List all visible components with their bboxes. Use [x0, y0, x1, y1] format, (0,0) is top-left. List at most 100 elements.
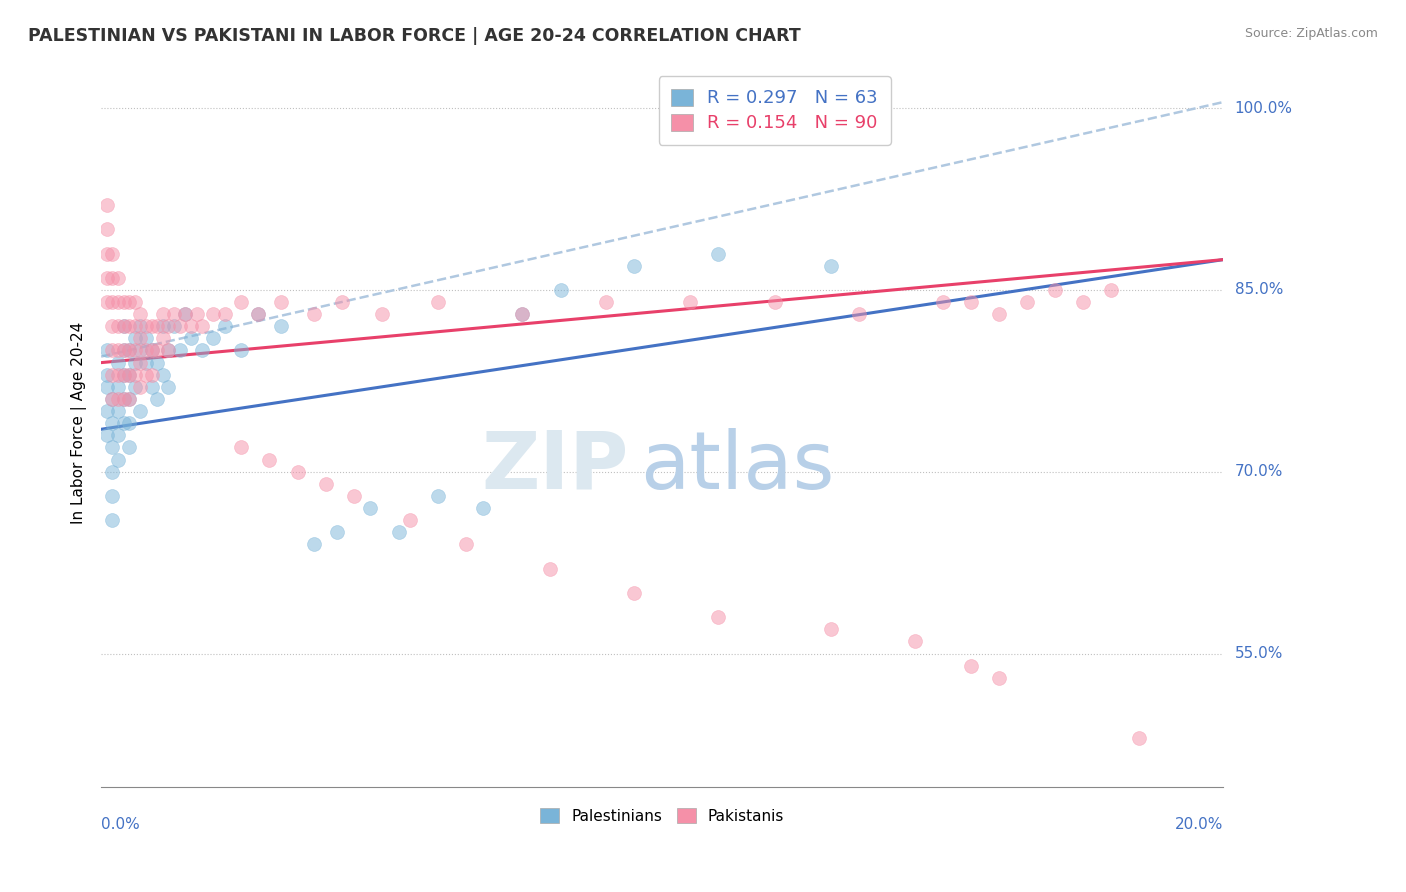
- Point: [124, 343, 146, 358]
- Point: [146, 392, 169, 406]
- Point: [141, 343, 163, 358]
- Point: [152, 307, 174, 321]
- Point: [107, 392, 129, 406]
- Point: [101, 465, 124, 479]
- Point: [679, 295, 702, 310]
- Point: [118, 319, 141, 334]
- Point: [932, 295, 955, 310]
- Point: [112, 368, 135, 382]
- Point: [231, 441, 253, 455]
- Point: [214, 307, 236, 321]
- Point: [820, 622, 842, 636]
- Text: 0.0%: 0.0%: [101, 817, 139, 832]
- Point: [112, 368, 135, 382]
- Point: [129, 319, 152, 334]
- Point: [135, 368, 157, 382]
- Point: [315, 476, 337, 491]
- Point: [101, 392, 124, 406]
- Point: [157, 343, 180, 358]
- Point: [118, 441, 141, 455]
- Point: [135, 343, 157, 358]
- Point: [820, 259, 842, 273]
- Point: [107, 428, 129, 442]
- Point: [118, 295, 141, 310]
- Point: [163, 307, 186, 321]
- Point: [304, 307, 326, 321]
- Point: [101, 489, 124, 503]
- Text: Source: ZipAtlas.com: Source: ZipAtlas.com: [1244, 27, 1378, 40]
- Point: [247, 307, 270, 321]
- Point: [988, 671, 1011, 685]
- Point: [398, 513, 420, 527]
- Point: [96, 295, 118, 310]
- Point: [304, 537, 326, 551]
- Point: [129, 343, 152, 358]
- Point: [107, 343, 129, 358]
- Point: [259, 452, 281, 467]
- Point: [1043, 283, 1066, 297]
- Point: [1071, 295, 1094, 310]
- Point: [960, 295, 983, 310]
- Point: [107, 380, 129, 394]
- Point: [146, 356, 169, 370]
- Point: [146, 343, 169, 358]
- Point: [186, 307, 208, 321]
- Point: [141, 368, 163, 382]
- Point: [118, 343, 141, 358]
- Point: [96, 222, 118, 236]
- Point: [141, 319, 163, 334]
- Point: [287, 465, 309, 479]
- Point: [1128, 731, 1150, 746]
- Point: [101, 441, 124, 455]
- Point: [231, 295, 253, 310]
- Text: 20.0%: 20.0%: [1175, 817, 1223, 832]
- Point: [360, 501, 382, 516]
- Point: [112, 295, 135, 310]
- Point: [141, 380, 163, 394]
- Point: [169, 319, 191, 334]
- Point: [387, 525, 409, 540]
- Point: [124, 319, 146, 334]
- Point: [107, 452, 129, 467]
- Point: [112, 392, 135, 406]
- Point: [141, 343, 163, 358]
- Point: [101, 343, 124, 358]
- Point: [180, 319, 202, 334]
- Point: [107, 295, 129, 310]
- Point: [1099, 283, 1122, 297]
- Point: [96, 368, 118, 382]
- Point: [510, 307, 533, 321]
- Point: [169, 343, 191, 358]
- Point: [135, 319, 157, 334]
- Point: [101, 392, 124, 406]
- Point: [214, 319, 236, 334]
- Point: [129, 404, 152, 418]
- Point: [163, 319, 186, 334]
- Point: [112, 343, 135, 358]
- Point: [112, 343, 135, 358]
- Point: [623, 259, 645, 273]
- Point: [1015, 295, 1038, 310]
- Point: [157, 319, 180, 334]
- Point: [152, 331, 174, 345]
- Point: [247, 307, 270, 321]
- Text: 70.0%: 70.0%: [1234, 464, 1282, 479]
- Point: [96, 343, 118, 358]
- Point: [343, 489, 366, 503]
- Legend: Palestinians, Pakistanis: Palestinians, Pakistanis: [534, 803, 790, 830]
- Point: [118, 343, 141, 358]
- Point: [124, 295, 146, 310]
- Point: [550, 283, 572, 297]
- Point: [124, 356, 146, 370]
- Point: [152, 319, 174, 334]
- Point: [623, 586, 645, 600]
- Point: [191, 319, 214, 334]
- Point: [174, 307, 197, 321]
- Point: [426, 489, 449, 503]
- Point: [101, 416, 124, 430]
- Point: [124, 380, 146, 394]
- Point: [180, 331, 202, 345]
- Point: [107, 319, 129, 334]
- Point: [595, 295, 617, 310]
- Text: atlas: atlas: [640, 428, 834, 506]
